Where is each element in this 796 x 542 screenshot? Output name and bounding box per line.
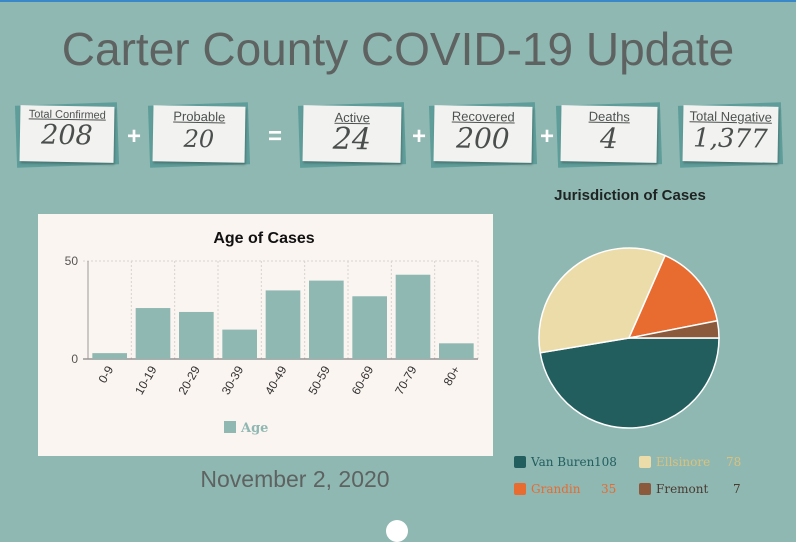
pie-slice-grandin[interactable]: [627, 254, 719, 340]
stat-card-total-confirmed: Total Confirmed 208: [14, 102, 120, 168]
legend-swatch-age: [224, 421, 236, 433]
bar-30-39[interactable]: [222, 329, 257, 359]
stat-label: Total Negative: [689, 108, 773, 125]
pie-slice-fremont[interactable]: [628, 319, 720, 339]
stat-card-deaths: Deaths 4: [555, 102, 663, 168]
stat-label: Probable: [173, 108, 226, 125]
stat-card-total-negative: Total Negative 1,377: [677, 102, 784, 168]
legend-swatch: [514, 456, 526, 468]
stat-value: 4: [599, 121, 619, 156]
legend-label: Van Buren: [531, 455, 595, 469]
legend-value: 108: [594, 455, 617, 469]
page-title: Carter County COVID-19 Update: [61, 23, 735, 75]
legend-item-ellsinore[interactable]: Ellsinore 78: [639, 455, 749, 469]
legend-label: Grandin: [531, 482, 581, 496]
legend-value: 78: [726, 455, 742, 469]
chart-title: Age of Cases: [213, 230, 314, 247]
jurisdiction-pie-chart: [538, 247, 720, 429]
age-bar-chart: Age of Cases 0-9 10-19 20-29 30-39 40-49 50-5…: [65, 230, 479, 436]
legend-label-age[interactable]: Age: [240, 421, 268, 436]
stat-value: 208: [40, 119, 94, 152]
y-tick-label: 50: [65, 254, 79, 268]
bar-70-79[interactable]: [395, 274, 431, 359]
scroll-indicator[interactable]: [386, 520, 408, 542]
legend-swatch: [639, 456, 651, 468]
x-tick-label: 20-29: [175, 363, 203, 397]
stat-card-active: Active 24: [297, 102, 407, 168]
plus-operator: +: [411, 123, 426, 150]
legend-value: 7: [733, 482, 741, 496]
x-tick-label: 40-49: [262, 363, 290, 397]
y-tick-label: 0: [71, 352, 78, 366]
stat-card-probable: Probable 20: [147, 102, 251, 168]
top-border: [0, 0, 796, 2]
legend-label: Ellsinore: [656, 455, 711, 469]
x-tick-label: 80+: [441, 364, 463, 389]
x-tick-label: 10-19: [132, 363, 160, 397]
pie-chart-title: Jurisdiction of Cases: [554, 187, 706, 204]
stat-value: 24: [332, 121, 372, 158]
bar-10-19[interactable]: [135, 308, 171, 359]
legend-item-van-buren[interactable]: Van Buren 108: [514, 455, 624, 469]
stat-card-recovered: Recovered 200: [428, 102, 538, 168]
bar-60-69[interactable]: [352, 296, 387, 359]
age-chart-panel: Age of Cases 0-9 10-19 20-29 30-39 40-49 50-5…: [38, 214, 493, 456]
x-tick-label: 50-59: [305, 363, 333, 397]
legend-swatch: [514, 483, 526, 495]
plus-operator: +: [539, 123, 554, 150]
legend-item-grandin[interactable]: Grandin 35: [514, 482, 624, 496]
bar-80+[interactable]: [439, 343, 474, 359]
plus-operator: +: [126, 123, 141, 150]
x-tick-label: 0-9: [95, 363, 116, 385]
bar-0-9[interactable]: [92, 353, 127, 359]
legend-swatch: [639, 483, 651, 495]
legend-label: Fremont: [656, 482, 709, 496]
equals-operator: =: [267, 123, 282, 150]
pie-slice-van-buren[interactable]: [539, 337, 720, 429]
legend-value: 35: [601, 482, 617, 496]
stat-value: 1,377: [692, 123, 768, 155]
bar-40-49[interactable]: [265, 290, 301, 359]
stat-value: 200: [455, 121, 510, 156]
x-tick-label: 70-79: [392, 363, 420, 397]
bar-20-29[interactable]: [179, 311, 214, 359]
x-tick-label: 60-69: [349, 363, 377, 397]
stat-value: 20: [183, 124, 215, 154]
update-date: November 2, 2020: [200, 466, 390, 492]
bar-50-59[interactable]: [309, 280, 344, 359]
legend-item-fremont[interactable]: Fremont 7: [639, 482, 749, 496]
x-tick-label: 30-39: [219, 363, 247, 397]
